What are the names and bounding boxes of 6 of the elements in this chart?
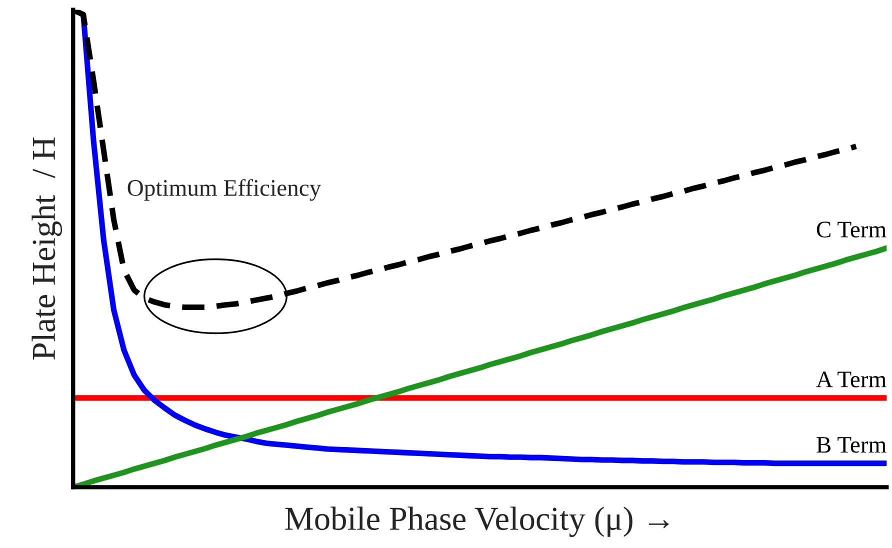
series-label: B Term	[816, 437, 886, 453]
series-label: C Term	[816, 222, 886, 238]
x-axis-title: Mobile Phase Velocity (μ) →	[285, 506, 669, 537]
annotation: Optimum Efficiency	[128, 179, 322, 201]
series-label: A Term	[816, 372, 886, 388]
y-axis-title: Plate Height / H	[32, 137, 62, 360]
